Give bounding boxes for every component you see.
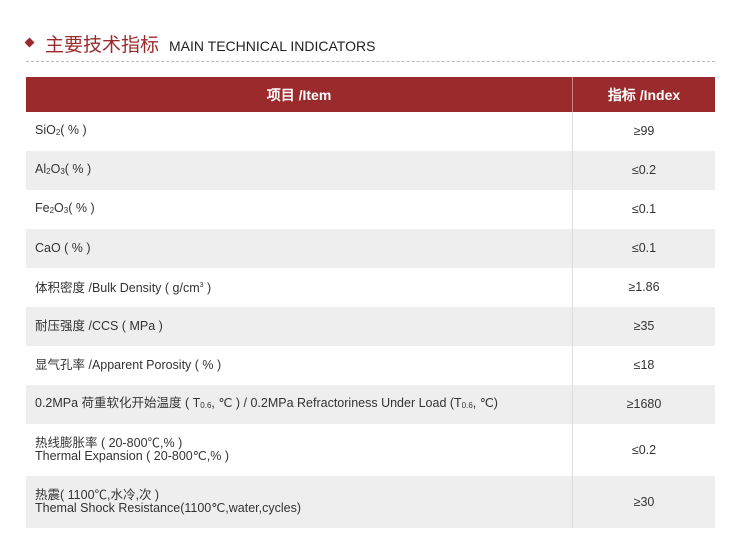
value-cell: ≤0.1 <box>572 190 715 229</box>
value-cell: ≥35 <box>572 307 715 346</box>
item-cell: 热震( 1100℃,水冷,次 ) Themal Shock Resistance(… <box>26 476 573 528</box>
table-row: 0.2MPa 荷重软化开始温度 ( T0.6, ℃ ) / 0.2MPa Ref… <box>26 385 715 424</box>
indicators-table: 项目 /Item 指标 /Index SiO2( % ) ≥99 Al2O3( %… <box>26 77 715 528</box>
value-cell: ≥99 <box>572 112 715 151</box>
section-heading: 主要技术指标 MAIN TECHNICAL INDICATORS <box>24 30 376 57</box>
item-cell: SiO2( % ) <box>35 123 87 138</box>
diamond-bullet-icon <box>24 37 35 48</box>
table-row: Al2O3( % ) ≤0.2 <box>26 151 715 190</box>
table-row: CaO ( % ) ≤0.1 <box>26 229 715 268</box>
item-cell: CaO ( % ) <box>26 229 573 268</box>
value-cell: ≥30 <box>572 476 715 528</box>
item-cell: 耐压强度 /CCS ( MPa ) <box>26 307 573 346</box>
value-cell: ≤0.1 <box>572 229 715 268</box>
table-row: Fe2O3( % ) ≤0.1 <box>26 190 715 229</box>
value-cell: ≥1680 <box>572 385 715 424</box>
table-row: 耐压强度 /CCS ( MPa ) ≥35 <box>26 307 715 346</box>
item-cell: Al2O3( % ) <box>26 151 573 190</box>
value-cell: ≥1.86 <box>572 268 715 307</box>
item-cell: 体积密度 /Bulk Density ( g/cm3 ) <box>35 281 212 296</box>
value-cell: ≤0.2 <box>572 424 715 476</box>
item-cell: 0.2MPa 荷重软化开始温度 ( T0.6, ℃ ) / 0.2MPa Ref… <box>26 385 573 424</box>
table-header: 项目 /Item 指标 /Index <box>26 77 715 112</box>
table-row: 显气孔率 /Apparent Porosity ( % ) ≤18 <box>26 346 715 385</box>
heading-cn: 主要技术指标 <box>45 35 160 56</box>
header-index: 指标 /Index <box>572 77 715 112</box>
heading-en: MAIN TECHNICAL INDICATORS <box>169 38 376 54</box>
header-item: 项目 /Item <box>26 77 573 112</box>
table-row: 热线膨胀率 ( 20-800℃,% ) Thermal Expansion ( 2… <box>26 424 715 476</box>
item-cell: Fe2O3( % ) <box>35 201 95 216</box>
value-cell: ≤0.2 <box>572 151 715 190</box>
table-row: 热震( 1100℃,水冷,次 ) Themal Shock Resistance(… <box>26 476 715 528</box>
table-row: 体积密度 /Bulk Density ( g/cm3 ) ≥1.86 <box>26 268 715 307</box>
item-cell: 热线膨胀率 ( 20-800℃,% ) Thermal Expansion ( 2… <box>35 436 229 463</box>
item-cell: 显气孔率 /Apparent Porosity ( % ) <box>35 358 222 372</box>
value-cell: ≤18 <box>572 346 715 385</box>
dashed-divider <box>26 61 715 62</box>
table-row: SiO2( % ) ≥99 <box>26 112 715 151</box>
